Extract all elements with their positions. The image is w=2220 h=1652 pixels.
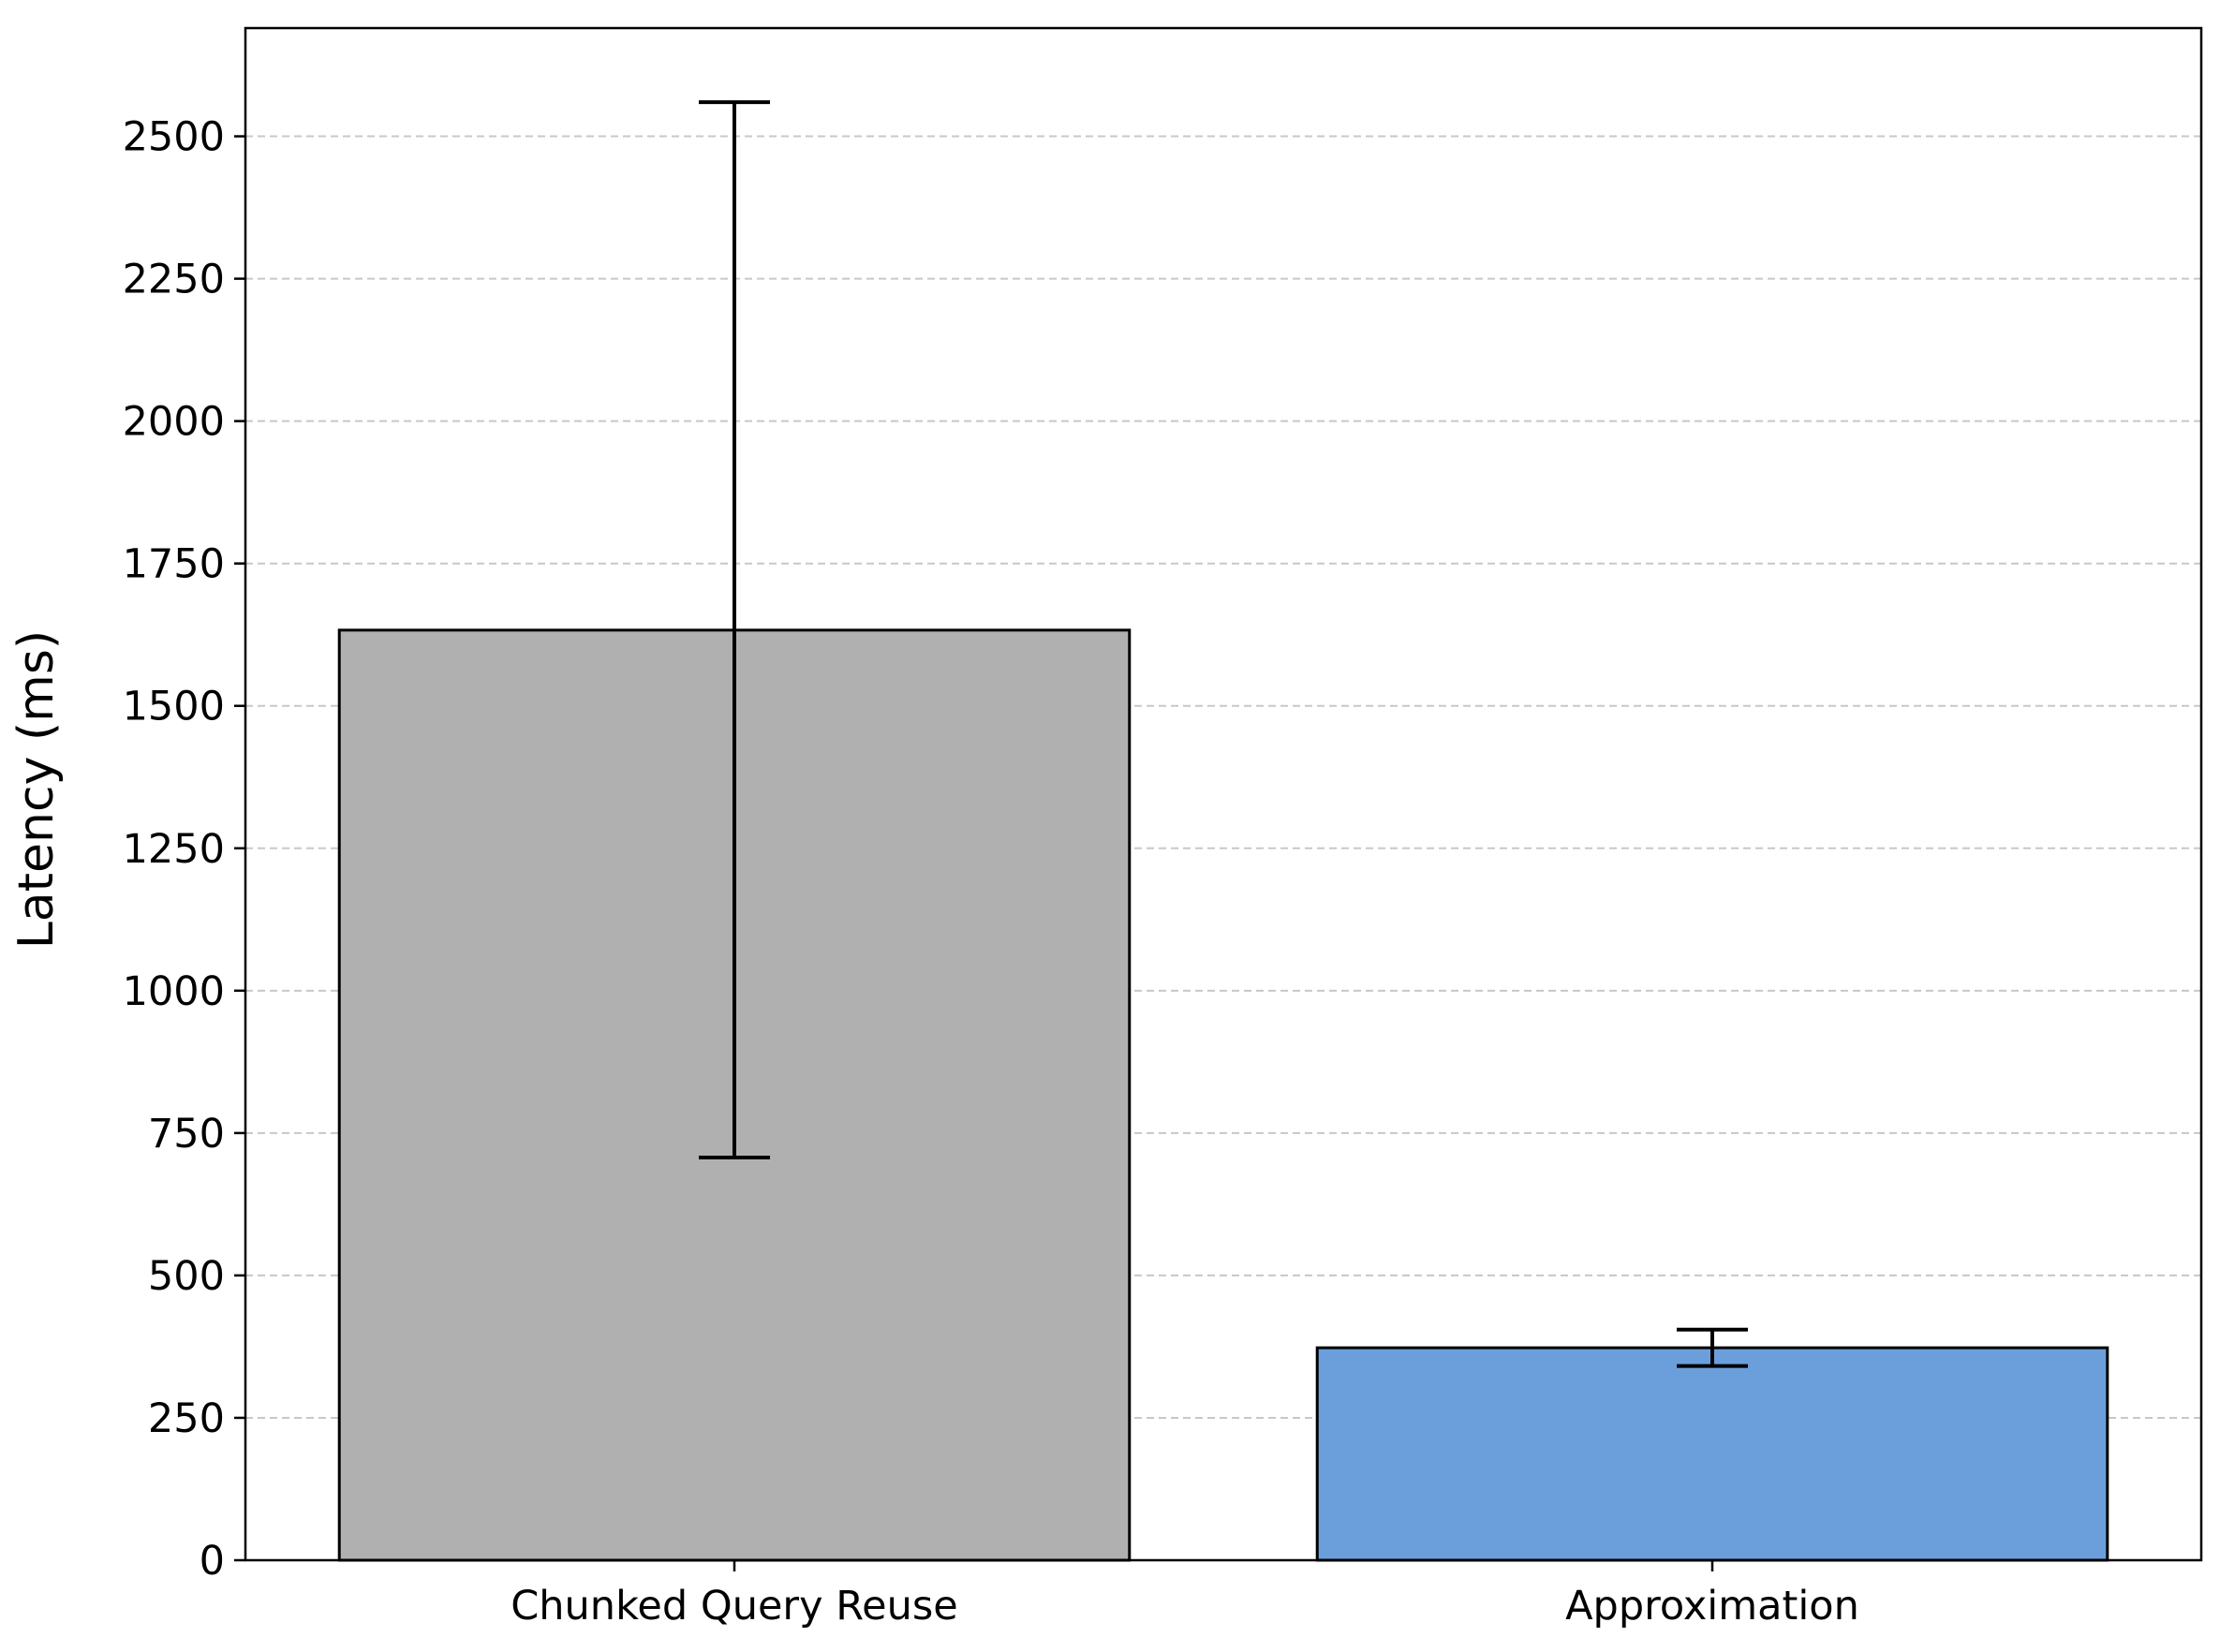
error-bars <box>699 100 1748 1368</box>
y-tick-label: 1500 <box>123 684 225 730</box>
y-tick-label: 1750 <box>123 541 225 588</box>
y-axis-title: Latency (ms) <box>8 630 65 949</box>
y-axis-ticks: 0 250 500 750 1000 1250 1500 1750 2000 2250 2500 <box>123 114 245 1585</box>
x-tick-label: Approximation <box>1565 1583 1859 1630</box>
y-tick-label: 1250 <box>123 826 225 873</box>
y-tick-label: 500 <box>148 1253 225 1300</box>
y-tick-label: 2250 <box>123 257 225 303</box>
plot-area-frame <box>244 26 2203 1562</box>
y-tick-label: 750 <box>148 1111 225 1158</box>
y-tick-label: 2500 <box>123 114 225 161</box>
bar <box>1315 1346 2109 1562</box>
y-tick-label: 1000 <box>123 968 225 1015</box>
y-tick-label: 0 <box>200 1538 225 1585</box>
gridlines <box>245 135 2201 1419</box>
y-tick-label: 2000 <box>123 399 225 446</box>
x-tick-label: Chunked Query Reuse <box>511 1583 957 1630</box>
x-axis-ticks: Chunked Query Reuse Approximation <box>511 1560 1859 1630</box>
y-tick-label: 250 <box>148 1395 225 1442</box>
